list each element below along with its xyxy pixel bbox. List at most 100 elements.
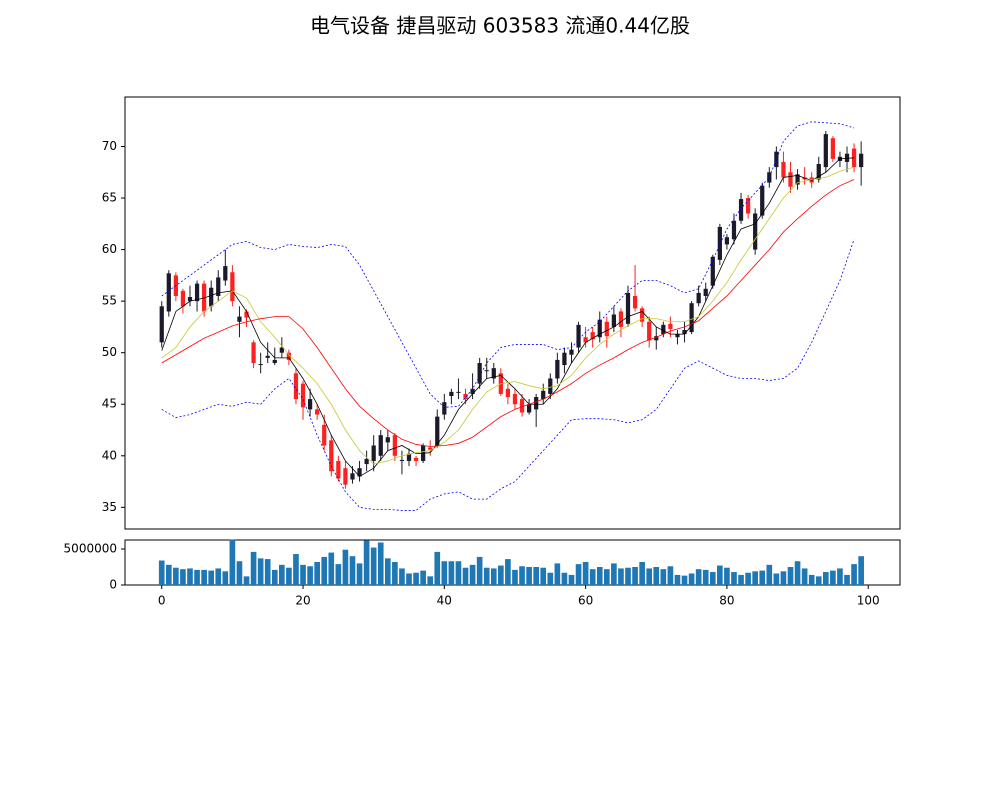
indicator-line [161,239,855,511]
volume-bar [561,572,568,585]
volume-bar [363,540,370,585]
volume-bar [540,567,547,585]
volume-bar [314,561,320,585]
candle-body [534,397,539,410]
candle-body [802,177,807,180]
candle-body [724,237,730,245]
candle-body [364,458,369,465]
candle-body [350,473,355,480]
candle-body [322,424,327,446]
volume-bar [293,554,299,585]
x-tick-label: 100 [857,594,880,608]
indicator-line [161,179,855,447]
candle-body [230,272,235,302]
candle-body [851,148,857,168]
candle-body [286,352,292,360]
candle-body [661,324,666,335]
volume-bar [611,563,617,585]
volume-bar [575,564,582,585]
volume-bar [434,551,441,585]
candle-body [194,283,200,302]
volume-bar [801,568,808,585]
candle-body [449,391,454,396]
candle-body [548,378,553,394]
candle-body [604,321,609,337]
candle-body [477,363,482,384]
volume-bar [695,569,702,585]
candle-body [682,330,687,335]
candle-body [470,388,475,394]
candle-body [654,336,659,341]
x-tick-label: 20 [295,594,310,608]
volume-bar [688,573,695,585]
volume-bar [229,539,236,585]
volume-bar [377,542,384,585]
volume-bar [589,569,596,585]
volume-bar [462,567,469,585]
candle-body [781,161,786,178]
candle-body [428,447,433,450]
volume-bar [512,569,518,585]
volume-bar [724,567,730,585]
candle-body [357,468,362,477]
candle-body [399,459,405,461]
volume-bar [427,576,434,585]
volume-bar [533,567,539,585]
volume-bar [264,559,271,585]
volume-bar [717,565,723,585]
candle-body [830,138,836,159]
volume-bar [844,574,850,585]
volume-y-tick-label: 5000000 [64,542,117,556]
volume-bar [222,571,229,585]
candle-body [774,151,779,168]
y-tick-label: 50 [102,345,117,359]
candle-body [788,172,793,187]
candle-body [767,172,772,183]
candle-body [823,134,828,168]
candle-body [675,334,680,338]
x-tick-label: 60 [578,594,593,608]
candle-body [272,359,277,364]
candle-body [717,226,722,260]
candle-body [392,435,397,456]
volume-bar [780,571,787,585]
volume-bar [370,547,377,585]
volume-bar [158,560,165,585]
candle-body [484,370,489,372]
volume-bar [787,567,794,585]
candle-body [526,404,532,413]
candle-body [590,332,595,340]
candle-body [505,388,511,398]
candle-body [202,283,207,312]
volume-bar [328,552,335,585]
volume-bar [851,564,857,585]
candle-body [385,437,390,443]
volume-bar [815,576,822,585]
volume-bar [257,558,264,585]
volume-bar [632,567,638,585]
candle-body [279,347,284,353]
volume-bar [300,564,306,585]
volume-bar [766,564,773,585]
x-tick-label: 40 [437,594,452,608]
y-tick-label: 65 [102,191,117,205]
volume-bar [660,569,667,585]
candle-body [703,288,708,296]
y-tick-label: 55 [102,294,117,308]
candle-body [618,311,624,327]
volume-bar [349,556,356,585]
candle-body [265,355,270,358]
volume-bar [165,564,172,585]
volume-bar [279,564,285,585]
candle-body [647,321,652,341]
candle-body [244,311,249,318]
candle-body [251,342,256,364]
price-frame [124,96,901,530]
volume-bar [271,569,278,585]
candle-body [859,153,864,168]
x-tick-label: 0 [158,594,166,608]
candle-body [406,453,412,461]
candle-body [343,468,348,485]
candle-body [315,409,320,415]
volume-bar [519,566,525,585]
